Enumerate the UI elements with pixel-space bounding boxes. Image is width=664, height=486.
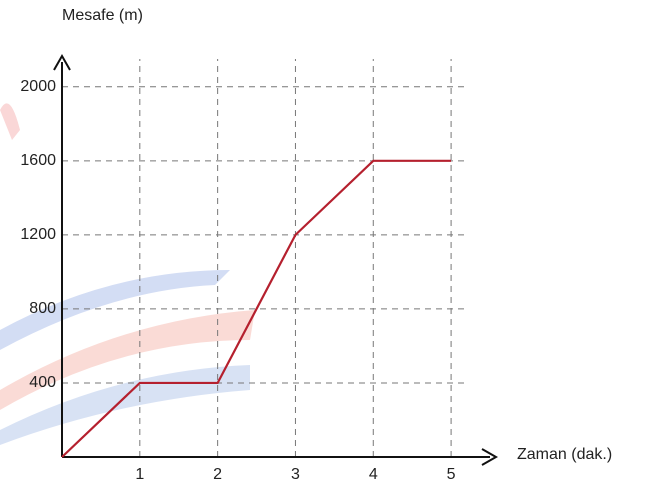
swoosh: [0, 365, 250, 445]
x-tick-label: 1: [135, 466, 144, 483]
y-tick-label: 1600: [20, 152, 56, 169]
x-tick-label: 4: [369, 466, 378, 483]
y-tick-label: 400: [29, 374, 56, 391]
y-axis-label: Mesafe (m): [62, 7, 143, 24]
y-tick-label: 2000: [20, 78, 56, 95]
x-tick-label: 3: [291, 466, 300, 483]
axes: [53, 53, 499, 466]
y-tick-label: 1200: [20, 226, 56, 243]
background-decoration: [0, 103, 255, 445]
x-arrow: [481, 448, 499, 466]
x-axis-label: Zaman (dak.): [517, 446, 612, 463]
swoosh: [0, 310, 255, 410]
y-tick-label: 800: [29, 300, 56, 317]
swoosh: [0, 270, 230, 350]
data-line: [61, 159, 452, 458]
plot: [61, 159, 452, 458]
grid: 400 800 1200 1600 2000 1 2 3 4 5: [20, 59, 467, 483]
swoosh: [0, 103, 20, 140]
y-arrow: [53, 53, 71, 71]
x-tick-label: 2: [213, 466, 222, 483]
x-tick-label: 5: [447, 466, 456, 483]
